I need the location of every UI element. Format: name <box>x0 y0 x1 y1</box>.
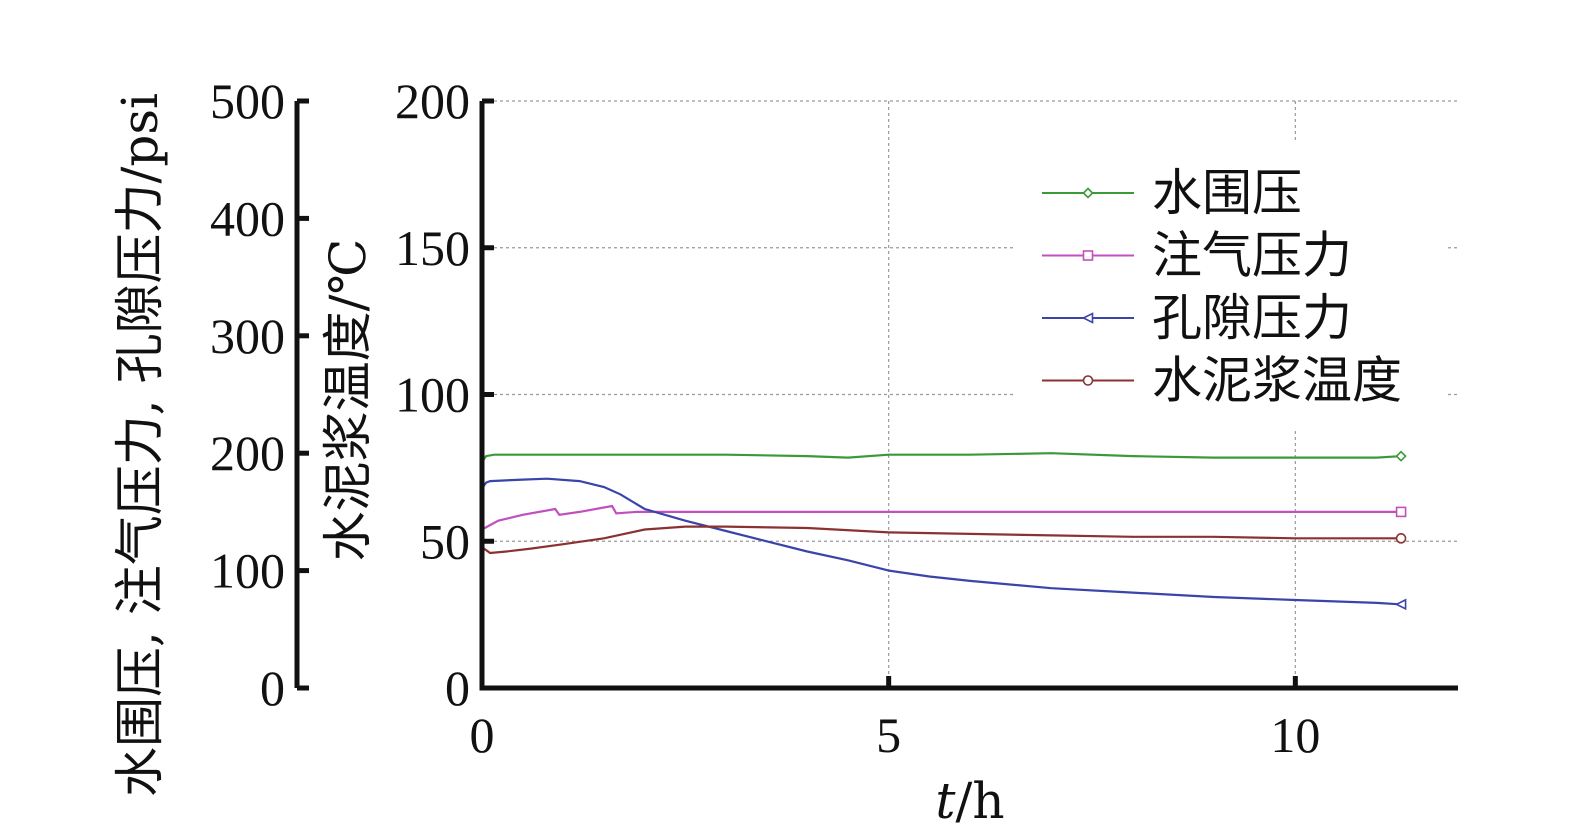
x-axis-title-var: t <box>935 772 956 830</box>
right-y-tick-label: 0 <box>445 660 470 716</box>
left-y-axis-title: 水围压, 注气压力, 孔隙压力/psi <box>111 93 169 797</box>
right-y-axis-title: 水泥浆温度/℃ <box>319 239 377 562</box>
right-y-tick-label: 150 <box>395 220 470 276</box>
x-tick-label: 10 <box>1270 707 1320 763</box>
series-end-marker-4 <box>1395 533 1407 544</box>
legend-marker-4 <box>1082 375 1094 386</box>
series-line-1 <box>481 452 1402 463</box>
legend-marker-3 <box>1081 312 1094 324</box>
series-end-marker-3 <box>1394 598 1407 611</box>
legend-label-4: 水泥浆温度 <box>1152 352 1402 410</box>
legend-label-3: 孔隙压力 <box>1152 289 1352 347</box>
series-layer <box>481 450 1407 611</box>
left-y-tick-label: 100 <box>210 543 285 599</box>
x-axis-title: t/h <box>935 772 1004 830</box>
series-line-3 <box>481 477 1402 606</box>
series-line-2 <box>481 504 1402 531</box>
axes-layer: 0 50 100 150 200 0 100 200 300 400 500 0 5 10 <box>210 73 1458 763</box>
series-line-4 <box>481 525 1402 555</box>
right-y-tick-label: 50 <box>420 513 470 569</box>
legend-marker-1 <box>1082 187 1094 199</box>
series-end-marker-1 <box>1395 450 1407 462</box>
left-y-tick-label: 200 <box>210 425 285 481</box>
x-tick-label: 0 <box>470 707 495 763</box>
series-end-marker-2 <box>1395 506 1407 518</box>
left-y-tick-label: 500 <box>210 73 285 129</box>
left-y-tick-label: 400 <box>210 190 285 246</box>
left-y-tick-label: 0 <box>260 660 285 716</box>
right-y-tick-label: 100 <box>395 367 470 423</box>
legend-label-1: 水围压 <box>1152 164 1302 222</box>
legend-label-2: 注气压力 <box>1152 227 1352 285</box>
x-tick-label: 5 <box>876 707 901 763</box>
x-axis-title-unit: /h <box>956 772 1005 830</box>
legend-marker-2 <box>1082 250 1094 261</box>
right-y-tick-label: 200 <box>395 73 470 129</box>
left-y-tick-label: 300 <box>210 308 285 364</box>
